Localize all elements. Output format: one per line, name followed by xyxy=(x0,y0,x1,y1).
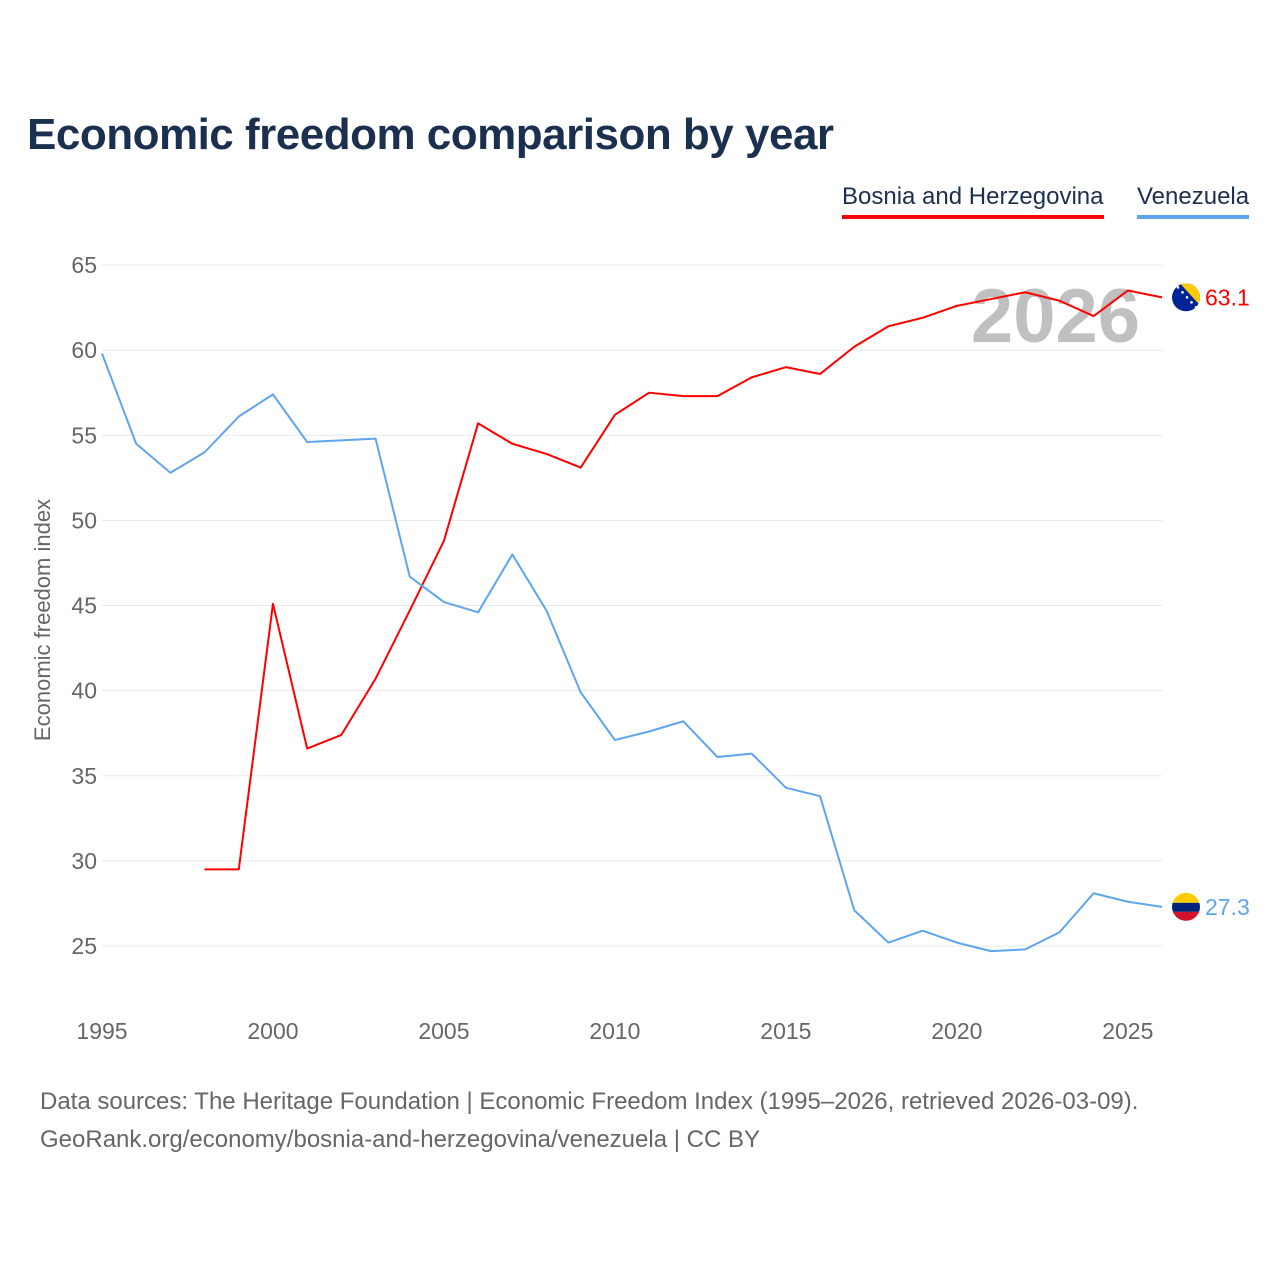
x-tick-label: 2010 xyxy=(589,1018,640,1044)
y-tick-label: 30 xyxy=(71,848,97,874)
chart-title: Economic freedom comparison by year xyxy=(27,110,834,159)
legend-item-venezuela[interactable]: Venezuela xyxy=(1137,183,1250,219)
flag-stripe-red xyxy=(1172,911,1200,921)
flag-triangle xyxy=(1180,283,1200,306)
x-tick-label: 1995 xyxy=(76,1018,127,1044)
y-tick-label: 55 xyxy=(71,422,97,448)
y-tick-label: 40 xyxy=(71,678,97,704)
flag-stripe-yellow xyxy=(1172,892,1200,903)
bosnia-flag-icon xyxy=(1172,283,1200,312)
footer-sources: Data sources: The Heritage Foundation | … xyxy=(40,1088,1139,1115)
end-value-label: 63.1 xyxy=(1205,284,1250,310)
flag-star xyxy=(1181,291,1184,294)
y-tick-label: 25 xyxy=(71,933,97,959)
y-tick-label: 65 xyxy=(71,252,97,278)
series-line-bosnia xyxy=(204,289,1163,871)
x-tick-label: 2020 xyxy=(931,1018,982,1044)
flag-star xyxy=(1190,301,1193,304)
y-tick-label: 60 xyxy=(71,337,97,363)
flag-star xyxy=(1185,296,1189,299)
legend-item-bosnia[interactable]: Bosnia and Herzegovina xyxy=(842,183,1104,219)
flag-stripe-blue xyxy=(1172,902,1200,912)
y-tick-label: 35 xyxy=(71,763,97,789)
y-tick-label: 45 xyxy=(71,593,97,619)
x-tick-label: 2005 xyxy=(418,1018,469,1044)
footer-attribution: GeoRank.org/economy/bosnia-and-herzegovi… xyxy=(40,1126,760,1153)
x-tick-label: 2015 xyxy=(760,1018,811,1044)
flag-star xyxy=(1176,286,1180,289)
year-watermark: 2026 xyxy=(971,274,1140,359)
y-tick-label: 50 xyxy=(71,507,97,533)
series-line-venezuela xyxy=(101,353,1163,953)
y-axis-label: Economic freedom index xyxy=(30,499,55,741)
end-value-label: 27.3 xyxy=(1205,894,1250,920)
venezuela-flag-icon xyxy=(1172,892,1200,921)
flag-star xyxy=(1194,306,1198,309)
flag-body xyxy=(1172,892,1200,921)
flag-body xyxy=(1172,283,1200,312)
x-tick-label: 2025 xyxy=(1102,1018,1153,1044)
x-tick-label: 2000 xyxy=(247,1018,298,1044)
